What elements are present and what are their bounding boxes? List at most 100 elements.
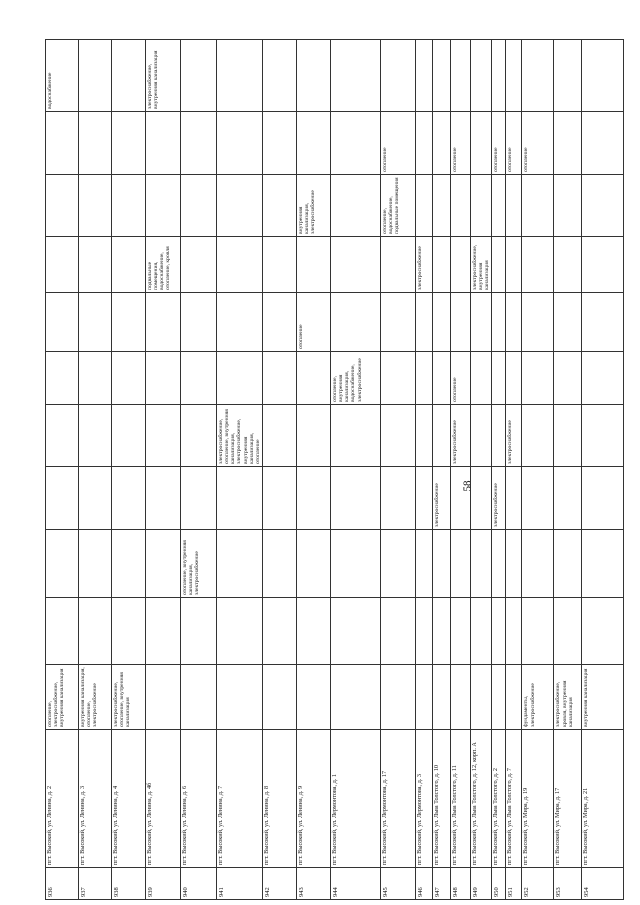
empty-cell (262, 597, 297, 665)
empty-cell (45, 292, 79, 352)
row-number: 936 (45, 867, 79, 900)
empty-cell (296, 236, 331, 293)
empty-cell (330, 597, 381, 665)
empty-cell (505, 597, 522, 665)
empty-cell (380, 39, 416, 112)
empty-cell (415, 39, 433, 112)
empty-cell (553, 111, 582, 175)
empty-cell (581, 404, 624, 467)
row-number: 954 (581, 867, 624, 900)
empty-cell (491, 529, 506, 598)
empty-cell (415, 529, 433, 598)
empty-cell (45, 351, 79, 405)
empty-cell (262, 664, 297, 730)
empty-cell (553, 39, 582, 112)
empty-cell (415, 664, 433, 730)
empty-cell (521, 404, 554, 467)
empty-cell (505, 292, 522, 352)
empty-cell (450, 174, 471, 237)
empty-cell (450, 236, 471, 293)
empty-cell (216, 597, 263, 665)
work-cell: отопление (491, 111, 506, 175)
row-number: 937 (78, 867, 112, 900)
empty-cell (581, 174, 624, 237)
empty-cell (581, 466, 624, 530)
empty-cell (45, 174, 79, 237)
empty-cell (505, 39, 522, 112)
empty-cell (415, 597, 433, 665)
empty-cell (450, 39, 471, 112)
empty-cell (553, 466, 582, 530)
empty-cell (432, 664, 451, 730)
empty-cell (145, 597, 181, 665)
empty-cell (216, 664, 263, 730)
empty-cell (111, 39, 146, 112)
work-cell: электроснабжение, отопление, внутренняя … (111, 664, 146, 730)
empty-cell (78, 466, 112, 530)
empty-cell (553, 529, 582, 598)
work-cell: отопление, водоснабжение, подвальные пом… (380, 174, 416, 237)
empty-cell (521, 292, 554, 352)
table-row: 951 пгт. Высокий, ул. Льва Толстого, д. 7… (505, 39, 522, 900)
empty-cell (111, 351, 146, 405)
address: пгт. Высокий, ул. Ленина, д. 3 (78, 729, 112, 868)
empty-cell (45, 111, 79, 175)
empty-cell (262, 466, 297, 530)
row-number: 950 (491, 867, 506, 900)
empty-cell (145, 351, 181, 405)
empty-cell (296, 466, 331, 530)
empty-cell (470, 292, 492, 352)
empty-cell (180, 39, 217, 112)
table-row: 945 пгт. Высокий, ул. Лермонтова, д. 17 от… (380, 39, 416, 900)
table-row: 948 пгт. Высокий, ул. Льва Толстого, д. 1… (450, 39, 471, 900)
empty-cell (111, 292, 146, 352)
row-number: 949 (470, 867, 492, 900)
empty-cell (180, 351, 217, 405)
table-row: 937 пгт. Высокий, ул. Ленина, д. 3 внутрен… (78, 39, 112, 900)
empty-cell (216, 236, 263, 293)
empty-cell (216, 292, 263, 352)
empty-cell (380, 292, 416, 352)
row-number: 940 (180, 867, 217, 900)
empty-cell (553, 404, 582, 467)
empty-cell (470, 111, 492, 175)
empty-cell (45, 529, 79, 598)
work-cell: внутренняя канализация, отопление, элект… (78, 664, 112, 730)
work-cell: фундаменты, электроснабжение (521, 664, 554, 730)
empty-cell (216, 39, 263, 112)
row-number: 948 (450, 867, 471, 900)
empty-cell (491, 351, 506, 405)
work-cell: электроснабжение, внутренняя канализация (470, 236, 492, 293)
empty-cell (470, 351, 492, 405)
empty-cell (296, 111, 331, 175)
empty-cell (553, 597, 582, 665)
work-cell: электроснабжение, кровля, внутренняя кан… (553, 664, 582, 730)
empty-cell (180, 404, 217, 467)
empty-cell (521, 597, 554, 665)
empty-cell (45, 597, 79, 665)
empty-cell (216, 174, 263, 237)
empty-cell (415, 351, 433, 405)
empty-cell (470, 597, 492, 665)
table-row: 954 пгт. Высокий, ул. Мира, д. 21 внутренн… (581, 39, 624, 900)
empty-cell (45, 466, 79, 530)
table-row: 942 пгт. Высокий, ул. Ленина, д. 8 (262, 39, 297, 900)
rotated-sheet: 936 пгт. Высокий, ул. Ленина, д. 2 отоплен… (45, 39, 624, 900)
address: пгт. Высокий, ул. Мира, д. 17 (553, 729, 582, 868)
row-number: 945 (380, 867, 416, 900)
work-cell: отопление, электроснабжение, внутренняя … (45, 664, 79, 730)
work-cell: электроснабжение (432, 466, 451, 530)
work-cell: отопление (505, 111, 522, 175)
empty-cell (521, 466, 554, 530)
empty-cell (78, 529, 112, 598)
empty-cell (145, 529, 181, 598)
empty-cell (330, 292, 381, 352)
empty-cell (432, 597, 451, 665)
address: пгт. Высокий, ул. Ленина, д. 4 (111, 729, 146, 868)
empty-cell (553, 292, 582, 352)
empty-cell (262, 404, 297, 467)
work-cell: отопление (521, 111, 554, 175)
empty-cell (296, 597, 331, 665)
empty-cell (330, 174, 381, 237)
work-cell: подвальные помещения, водоснабжение, ото… (145, 236, 181, 293)
